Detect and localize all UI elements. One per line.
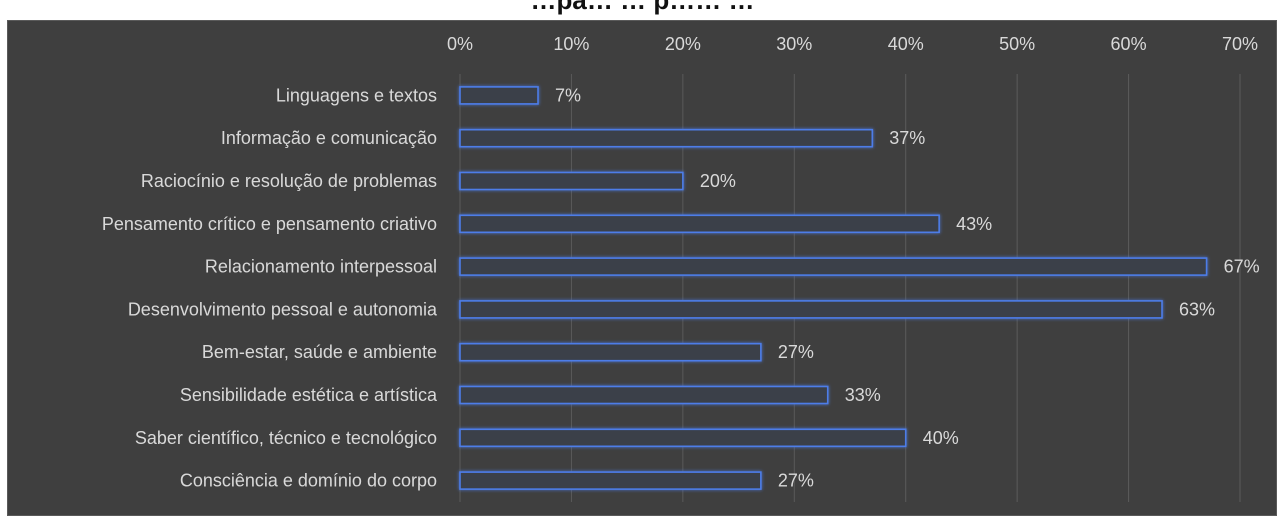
category-label: Consciência e domínio do corpo — [180, 471, 437, 491]
bar — [459, 471, 762, 490]
data-label: 63% — [1179, 299, 1215, 319]
data-label: 67% — [1224, 257, 1260, 277]
category-label: Pensamento crítico e pensamento criativo — [102, 214, 437, 234]
data-label: 20% — [700, 171, 736, 191]
bar — [459, 300, 1163, 319]
category-label: Sensibilidade estética e artística — [180, 385, 438, 405]
x-tick-label: 70% — [1222, 34, 1258, 54]
category-label: Desenvolvimento pessoal e autonomia — [128, 299, 438, 319]
x-tick-label: 0% — [447, 34, 473, 54]
title-strip: …pã… … p…… … — [0, 0, 1285, 16]
bar — [459, 171, 684, 191]
category-label: Raciocínio e resolução de problemas — [141, 171, 437, 191]
category-label: Linguagens e textos — [276, 85, 437, 105]
category-label: Relacionamento interpessoal — [205, 257, 437, 277]
bars — [459, 86, 1208, 490]
data-label: 27% — [778, 342, 814, 362]
x-tick-label: 40% — [888, 34, 924, 54]
data-label: 7% — [555, 85, 581, 105]
data-label: 27% — [778, 471, 814, 491]
x-tick-label: 50% — [999, 34, 1035, 54]
data-labels: 7% 37% 20% 43% 67% 63% 27% 33% 40% 27% — [555, 85, 1260, 490]
bar — [459, 385, 829, 405]
bar — [459, 214, 940, 234]
bar — [459, 86, 539, 105]
category-labels: Linguagens e textos Informação e comunica… — [102, 85, 438, 490]
x-tick-label: 60% — [1111, 34, 1147, 54]
bar — [459, 428, 907, 448]
bar — [459, 257, 1208, 276]
bar — [459, 128, 874, 148]
chart-title: …pã… … p…… … — [530, 0, 755, 15]
data-label: 37% — [889, 128, 925, 148]
data-label: 33% — [845, 385, 881, 405]
bar — [459, 342, 762, 362]
category-label: Informação e comunicação — [221, 128, 437, 148]
data-label: 43% — [956, 214, 992, 234]
data-label: 40% — [923, 428, 959, 448]
category-label: Saber científico, técnico e tecnológico — [135, 428, 437, 448]
category-label: Bem-estar, saúde e ambiente — [202, 342, 437, 362]
x-tick-label: 30% — [776, 34, 812, 54]
x-axis-ticks: 0% 10% 20% 30% 40% 50% 60% 70% — [447, 34, 1258, 54]
x-tick-label: 10% — [553, 34, 589, 54]
x-tick-label: 20% — [665, 34, 701, 54]
